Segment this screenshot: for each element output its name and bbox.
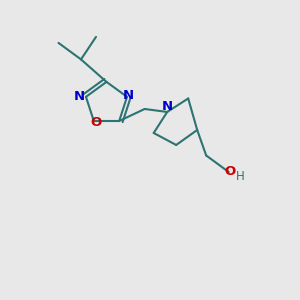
Text: H: H: [236, 170, 244, 183]
Text: O: O: [91, 116, 102, 129]
Text: N: N: [123, 89, 134, 102]
Text: O: O: [225, 166, 236, 178]
Text: N: N: [162, 100, 173, 113]
Text: N: N: [74, 90, 85, 103]
